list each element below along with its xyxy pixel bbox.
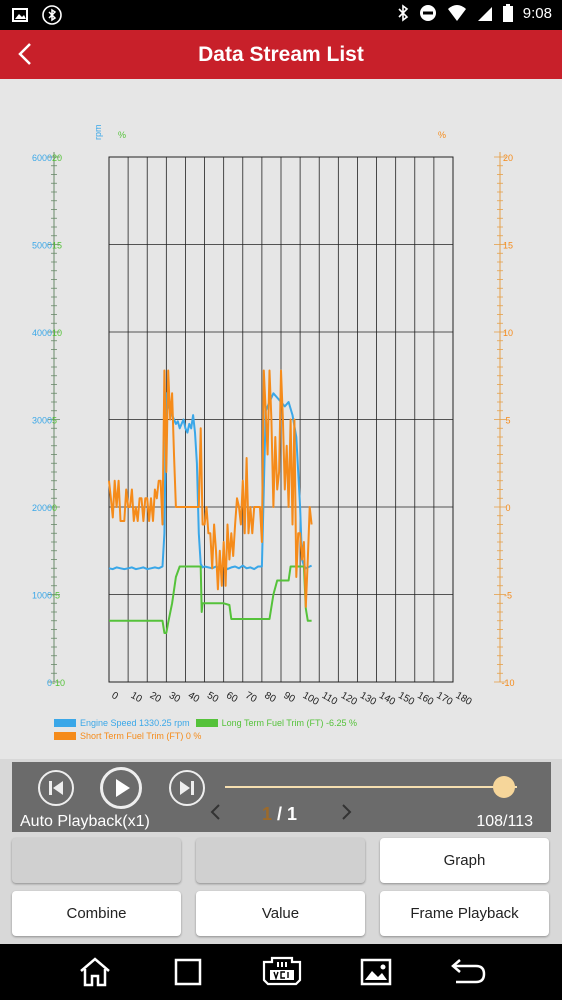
page-current: 1 [262, 804, 273, 824]
status-bar: 9:08 [0, 0, 562, 30]
playback-panel: 1 / 1 Auto Playback(x1) 108/113 [12, 762, 551, 832]
right-tick-label: 15 [503, 241, 513, 251]
left-tick-label-pct: -10 [52, 678, 65, 688]
page-total: 1 [287, 804, 298, 824]
x-tick-label: 180 [454, 690, 474, 708]
right-tick-label: -5 [504, 591, 512, 601]
right-tick-label: 10 [503, 328, 513, 338]
left-tick-label-rpm: 6000 [32, 153, 52, 163]
page-prev-icon[interactable] [208, 802, 224, 822]
signal-icon [477, 7, 492, 21]
previous-button[interactable] [38, 770, 74, 806]
right-tick-label: 5 [505, 416, 510, 426]
recent-apps-icon[interactable] [173, 958, 203, 986]
x-tick-label: 90 [282, 690, 298, 705]
left-tick-label-pct: -5 [52, 591, 60, 601]
x-tick-label: 110 [320, 690, 340, 708]
page-title: Data Stream List [198, 43, 364, 66]
x-tick-label: 160 [415, 690, 435, 708]
wifi-icon [447, 5, 466, 21]
bluetooth-badge-icon [42, 5, 62, 25]
x-tick-label: 100 [301, 690, 321, 708]
skip-previous-icon [49, 781, 63, 795]
do-not-disturb-icon [419, 5, 436, 21]
series-line-short-term-ft [108, 369, 313, 608]
empty-button-2[interactable] [196, 838, 365, 883]
graph-button[interactable]: Graph [380, 838, 549, 883]
legend-swatch-engine-speed [54, 718, 76, 727]
x-tick-label: 40 [186, 690, 202, 705]
left-tick-label-pct: 15 [52, 241, 62, 251]
left-unit-pct: % [118, 130, 126, 140]
x-tick-label: 10 [129, 690, 145, 705]
x-tick-label: 20 [148, 690, 164, 705]
page-indicator: 1 / 1 [262, 804, 297, 825]
left-tick-label-pct: 5 [52, 416, 57, 426]
playback-mode-label: Auto Playback(x1) [20, 813, 150, 830]
right-tick-label: 0 [505, 503, 510, 513]
left-unit-rpm: rpm [93, 125, 103, 141]
left-tick-label-pct: 20 [52, 153, 62, 163]
left-tick-label-rpm: 5000 [32, 241, 52, 251]
left-tick-label-pct: 10 [52, 328, 62, 338]
chart-area: 0 -10 1000 -5 2000 0 3000 5 4000 10 5000 15 6000 20 -1… [0, 79, 562, 759]
left-tick-label-rpm: 3000 [32, 416, 52, 426]
clock: 9:08 [522, 4, 552, 22]
x-tick-label: 50 [205, 690, 221, 705]
chart-legend: Engine Speed 1330.25 rpm Long Term Fuel … [54, 716, 357, 742]
battery-icon [502, 4, 513, 22]
right-tick-label: -10 [501, 678, 514, 688]
x-tick-label: 60 [224, 690, 240, 705]
left-tick-label-pct: 0 [52, 503, 57, 513]
back-arrow-icon[interactable] [14, 40, 38, 68]
page-next-icon[interactable] [338, 802, 354, 822]
x-tick-label: 30 [167, 690, 183, 705]
title-bar: Data Stream List [0, 30, 562, 79]
playback-slider-thumb[interactable] [493, 776, 516, 798]
left-tick-label-rpm: 1000 [32, 591, 52, 601]
vci-icon[interactable] [258, 954, 306, 988]
navigation-bar [0, 944, 562, 1000]
x-tick-label: 140 [377, 690, 397, 708]
x-tick-label: 120 [339, 690, 359, 708]
frame-playback-button[interactable]: Frame Playback [380, 891, 549, 936]
series-line-long-term-ft [109, 565, 312, 634]
playback-slider-track[interactable] [225, 786, 517, 788]
legend-long-term-ft: Long Term Fuel Trim (FT) -6.25 % [221, 717, 357, 728]
x-tick-label: 130 [358, 690, 378, 708]
combine-button[interactable]: Combine [12, 891, 181, 936]
right-tick-label: 20 [503, 153, 513, 163]
right-unit-pct: % [438, 130, 446, 140]
screenshot-gallery-icon[interactable] [360, 958, 392, 986]
back-nav-icon[interactable] [450, 956, 488, 988]
value-button[interactable]: Value [196, 891, 365, 936]
empty-button-1[interactable] [12, 838, 181, 883]
left-tick-label-rpm: 4000 [32, 328, 52, 338]
x-tick-label: 70 [243, 690, 259, 705]
next-button[interactable] [169, 770, 205, 806]
home-icon[interactable] [78, 956, 112, 988]
x-tick-label: 170 [434, 690, 454, 708]
legend-swatch-short-term-ft [54, 731, 76, 740]
x-tick-label: 80 [262, 690, 278, 705]
bluetooth-icon [398, 4, 409, 22]
play-button[interactable] [100, 767, 142, 809]
frame-counter: 108/113 [476, 813, 533, 830]
left-tick-label-rpm: 2000 [32, 503, 52, 513]
gallery-icon [12, 8, 28, 22]
x-tick-label: 150 [396, 690, 416, 708]
page-separator: / [272, 804, 288, 824]
play-icon [116, 779, 130, 797]
x-tick-label: 0 [110, 690, 121, 703]
left-tick-label-rpm: 0 [47, 678, 52, 688]
legend-short-term-ft: Short Term Fuel Trim (FT) 0 % [80, 730, 202, 741]
skip-next-icon [180, 781, 194, 795]
legend-swatch-long-term-ft [195, 718, 218, 727]
legend-engine-speed: Engine Speed 1330.25 rpm [80, 717, 190, 728]
